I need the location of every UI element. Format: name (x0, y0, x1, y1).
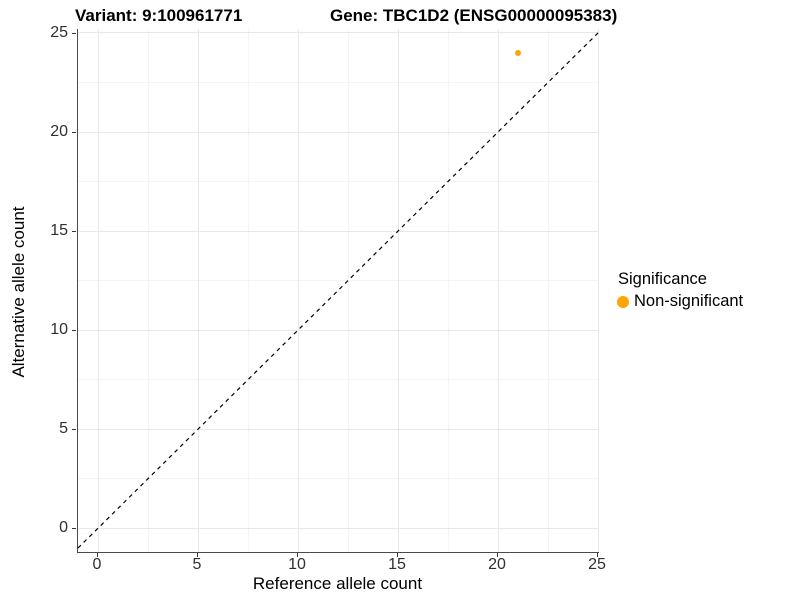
x-axis-tick (597, 553, 598, 557)
x-axis-tick-label: 0 (92, 556, 102, 573)
minor-gridline-horizontal (78, 478, 599, 480)
major-gridline-horizontal (78, 32, 599, 34)
y-axis-tick-label: 25 (50, 23, 68, 41)
minor-gridline-horizontal (78, 280, 599, 282)
major-gridline-vertical (397, 29, 399, 552)
y-axis-tick (72, 429, 76, 431)
y-axis-tick-label: 15 (50, 222, 68, 240)
minor-gridline-vertical (147, 29, 149, 552)
major-gridline-horizontal (78, 527, 599, 529)
x-axis-tick-label: 20 (488, 556, 506, 573)
major-gridline-horizontal (78, 230, 599, 232)
major-gridline-horizontal (78, 329, 599, 331)
y-axis-tick (72, 132, 76, 133)
y-axis-tick (72, 528, 76, 530)
y-axis-tick-label: 10 (50, 321, 68, 339)
x-axis-tick-label: 10 (288, 556, 306, 573)
major-gridline-horizontal (78, 428, 599, 430)
major-gridline-vertical (497, 29, 499, 552)
x-axis-tick-label: 15 (388, 556, 406, 573)
x-axis-tick-label: 25 (588, 556, 606, 573)
non-significant-point-icon (617, 295, 629, 308)
minor-gridline-horizontal (78, 81, 599, 83)
minor-gridline-vertical (447, 29, 449, 552)
legend-title: Significance (618, 270, 707, 288)
minor-gridline-vertical (347, 29, 349, 552)
legend-item-label: Non-significant (634, 292, 744, 310)
minor-gridline-vertical (247, 29, 249, 552)
plot-panel (77, 29, 600, 553)
legend-item-non-significant: Non-significant (616, 292, 743, 311)
major-gridline-vertical (297, 29, 299, 552)
data-point (515, 49, 521, 56)
y-axis-tick-label: 0 (59, 519, 68, 537)
minor-gridline-horizontal (78, 181, 599, 183)
x-axis-tick (197, 553, 198, 557)
y-axis-tick-label: 5 (59, 420, 68, 438)
x-axis-tick-label: 5 (192, 556, 202, 573)
identity-dashed-line (77, 31, 600, 549)
y-axis-tick (72, 32, 76, 34)
minor-gridline-horizontal (78, 379, 599, 381)
major-gridline-vertical (597, 29, 599, 552)
variant-title: Variant: 9:100961771 (75, 6, 243, 25)
x-axis-tick (397, 553, 398, 557)
x-axis-tick (497, 553, 498, 557)
x-axis-title: Reference allele count (252, 574, 423, 593)
gene-title: Gene: TBC1D2 (ENSG00000095383) (330, 6, 618, 25)
x-axis-tick (97, 553, 98, 557)
y-axis-title: Alternative allele count (9, 206, 28, 378)
y-axis-tick-label: 20 (50, 123, 68, 140)
major-gridline-vertical (197, 29, 199, 552)
major-gridline-horizontal (78, 131, 599, 133)
y-axis-tick (72, 330, 76, 332)
legend: Significance Non-significant (616, 270, 743, 311)
x-axis-tick (297, 553, 298, 557)
y-axis-tick (72, 231, 76, 233)
minor-gridline-vertical (547, 29, 549, 552)
major-gridline-vertical (97, 29, 99, 552)
